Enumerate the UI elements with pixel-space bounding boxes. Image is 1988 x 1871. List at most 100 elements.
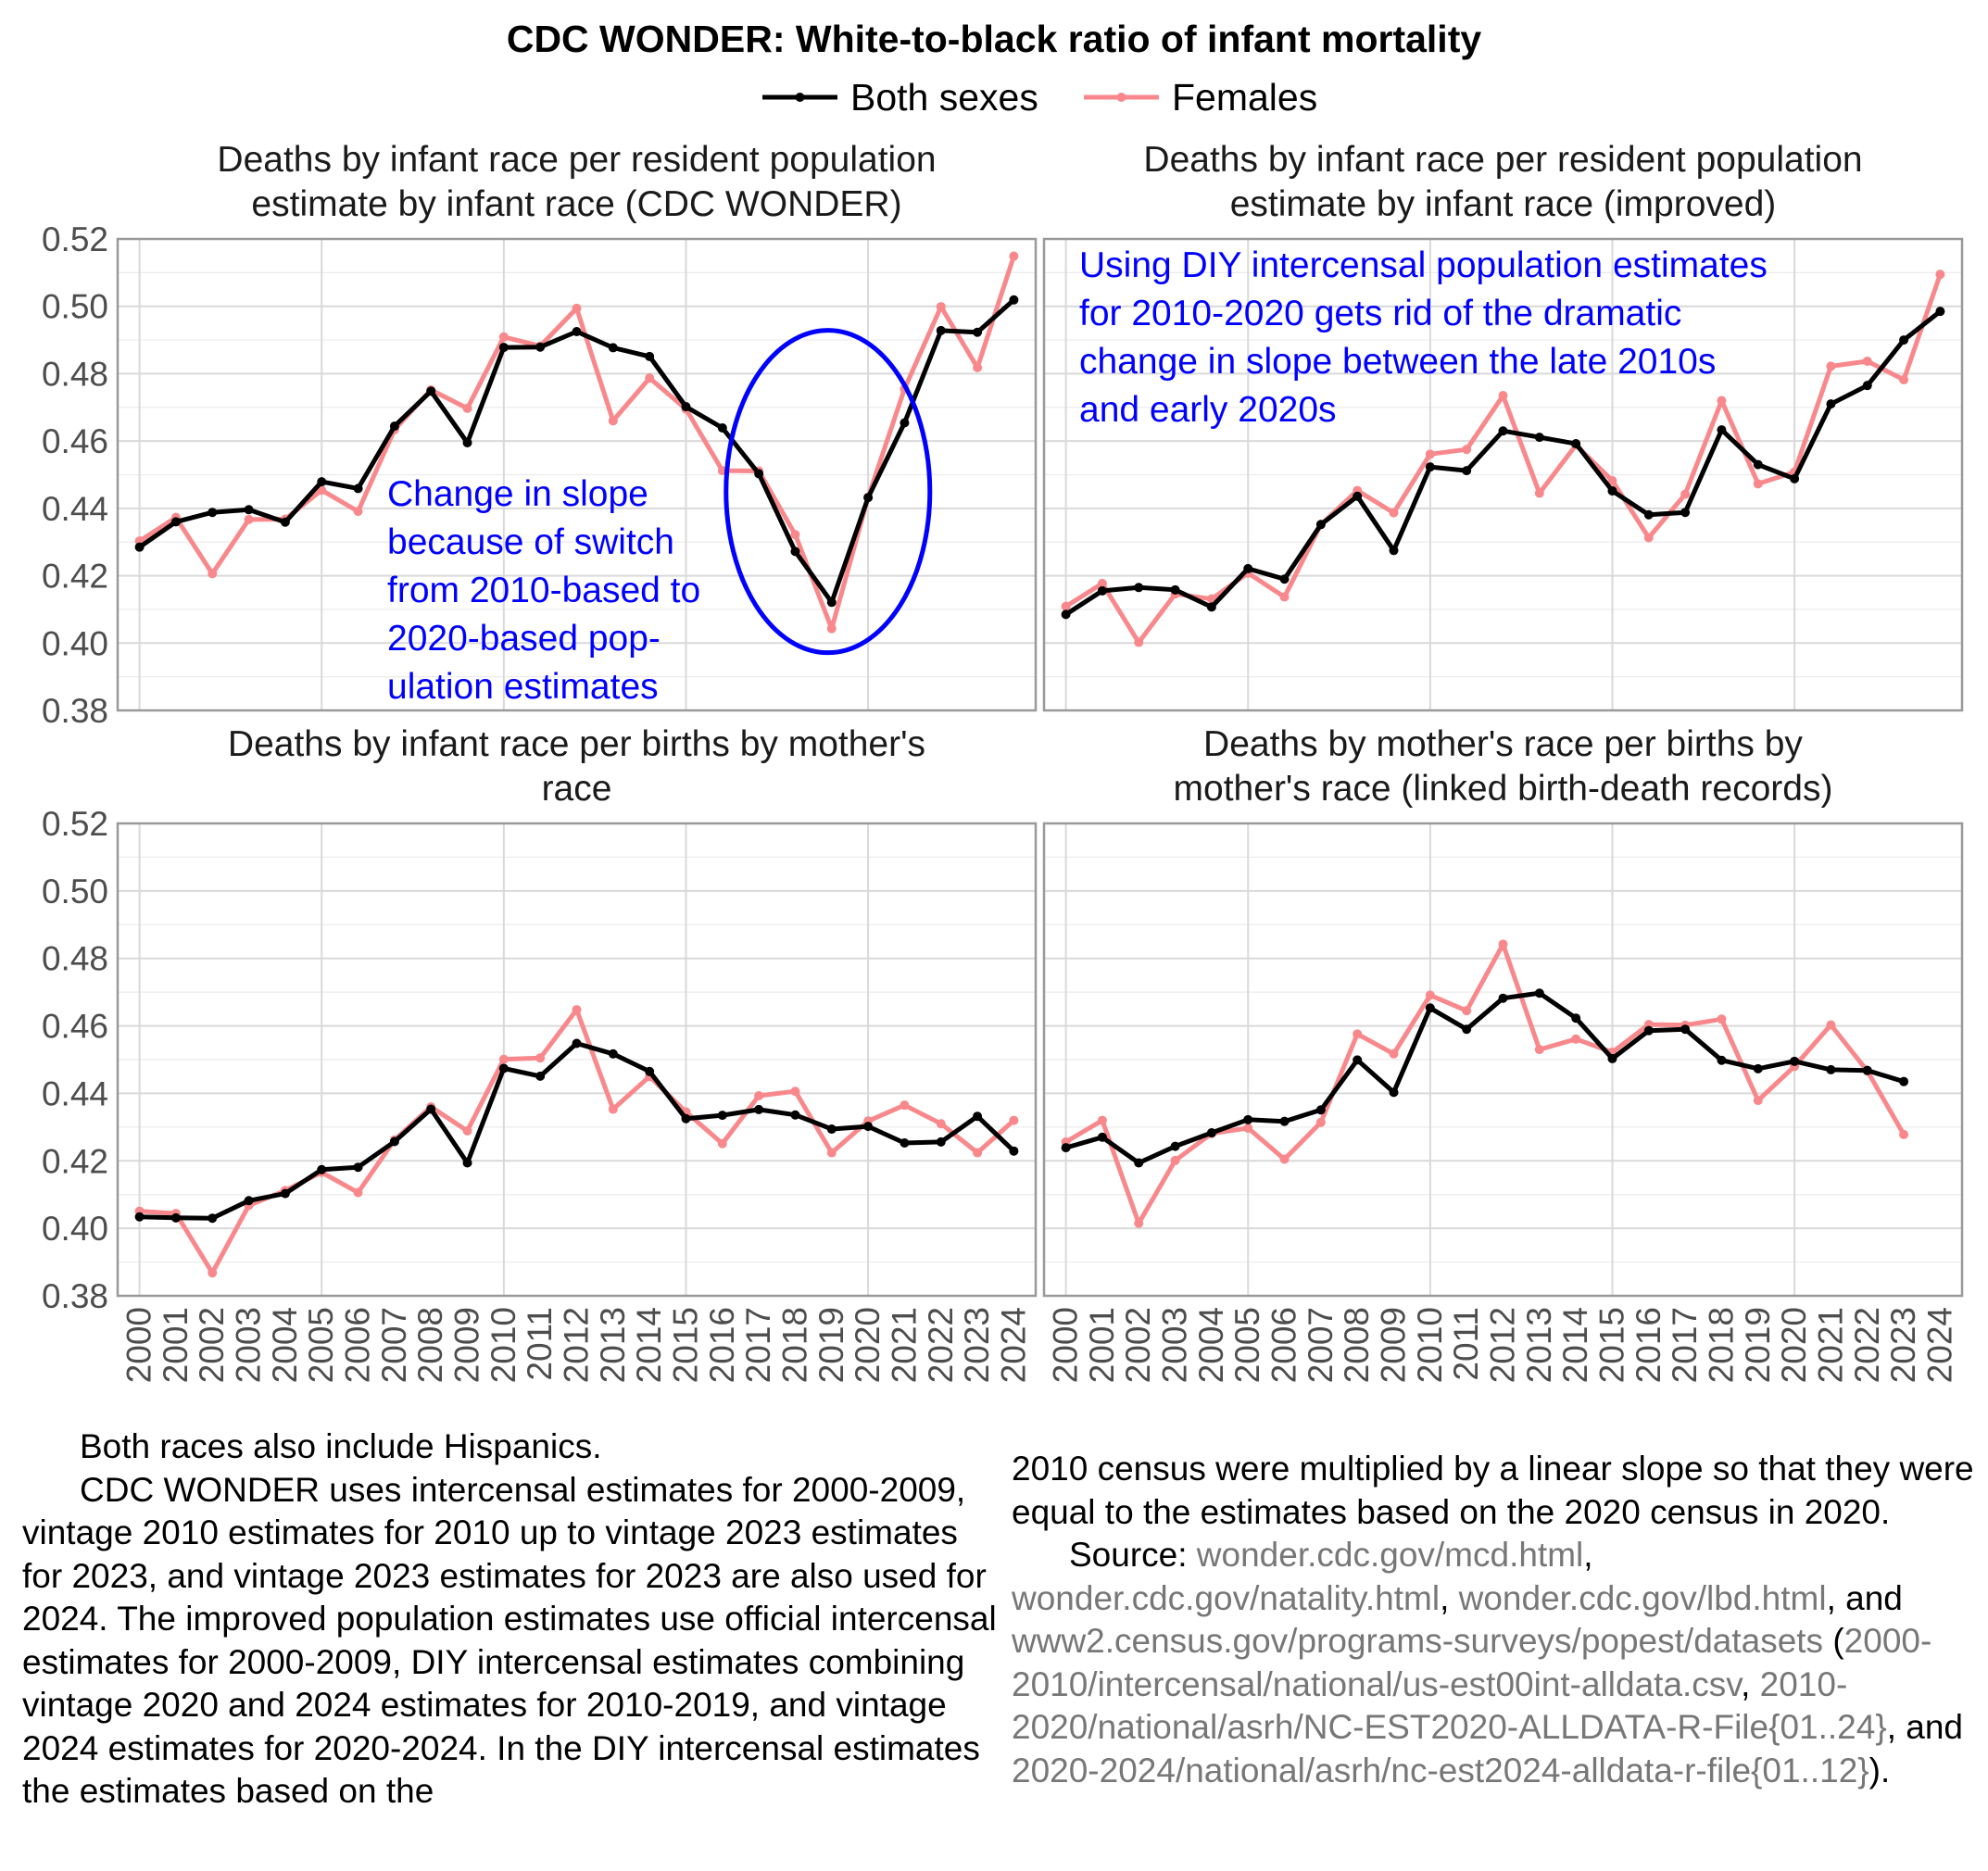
y-tick-label: 0.42 [42,1142,108,1180]
x-tick-label: 2011 [1447,1307,1485,1381]
data-point [645,351,655,361]
y-tick-label: 0.52 [42,220,108,258]
data-point [1534,488,1544,498]
x-tick-label: 2013 [1520,1307,1558,1383]
data-point [1134,1158,1144,1168]
y-tick-label: 0.44 [42,490,108,528]
x-tick-label: 2019 [1739,1307,1777,1383]
data-point [462,1125,472,1136]
data-point [754,1090,764,1100]
data-point [1353,491,1363,501]
data-point [1498,993,1508,1003]
data-point [426,1104,436,1114]
data-point [1680,508,1691,518]
data-point [1826,1064,1836,1074]
annotation-line: for 2010-2020 gets rid of the dramatic [1079,294,1681,333]
x-tick-label: 2002 [193,1307,231,1383]
data-point [608,416,618,426]
data-point [498,343,509,353]
source-separator: , and [1826,1578,1903,1617]
source-separator: ). [1868,1751,1891,1789]
x-tick-label: 2019 [812,1307,850,1383]
notes-left: Both races also include Hispanics. CDC W… [22,1425,1004,1814]
legend: Both sexes Females [762,76,1317,119]
data-point [1790,473,1800,483]
data-point [790,1110,800,1120]
source-link[interactable]: www2.census.gov/programs-surveys/popest/… [1012,1622,1824,1660]
panel-border [116,237,1038,712]
data-point [936,1119,946,1129]
source-label: Source: [1069,1536,1197,1574]
data-point [973,1148,983,1158]
source-link[interactable]: 2010-2020/national/asrh/NC-EST2020-ALLDA… [1012,1664,1887,1747]
data-point [208,1268,218,1278]
data-point [462,403,472,413]
panel-title-line: Deaths by infant race per births by moth… [228,724,925,764]
data-point [681,402,691,412]
data-point [1389,1049,1399,1059]
source-separator: , and [1886,1708,1963,1746]
data-point [826,597,837,608]
data-point [1498,939,1508,949]
data-point [1462,1006,1472,1016]
source-link[interactable]: 2000-2010/intercensal/national/us-est00i… [1012,1622,1932,1703]
data-point [1097,1132,1107,1142]
data-point [1462,1024,1472,1035]
panel-title-line: Deaths by infant race per resident popul… [217,140,936,180]
annotation-line: ulation estimates [387,667,659,707]
data-point [1170,1141,1180,1151]
data-point [1534,988,1544,998]
data-point [1061,601,1071,611]
x-tick-label: 2018 [1702,1307,1740,1383]
data-point [498,1063,509,1074]
x-tick-label: 2017 [739,1307,777,1383]
note-paragraph: Both races also include Hispanics. [80,1427,602,1465]
data-point [1862,381,1872,391]
source-link[interactable]: wonder.cdc.gov/lbd.html [1458,1578,1827,1617]
source-link[interactable]: wonder.cdc.gov/natality.html [1012,1578,1441,1617]
data-point [790,530,800,540]
data-point [572,303,582,313]
data-point [498,332,509,342]
y-tick-label: 0.40 [42,624,108,662]
x-tick-label: 2022 [922,1307,960,1383]
data-point [608,343,618,353]
x-tick-label: 2000 [120,1307,158,1383]
data-point [1935,307,1945,317]
data-point [754,469,764,479]
data-point [681,1113,691,1124]
data-point [1498,426,1508,436]
data-point [1680,489,1691,499]
data-point [863,1122,874,1132]
panel: Deaths by infant race per resident popul… [1042,140,1964,712]
data-point [1935,270,1945,280]
data-point [1826,361,1836,371]
data-point [790,546,800,557]
source-link[interactable]: 2020-2024/national/asrh/nc-est2024-allda… [1012,1751,1869,1789]
source-link[interactable]: wonder.cdc.gov/mcd.html [1196,1536,1584,1574]
data-point [936,325,946,335]
data-point [1717,425,1727,435]
annotation-line: from 2010-based to [387,571,700,610]
x-tick-label: 2008 [411,1307,449,1383]
data-point [1425,990,1435,1000]
data-point [1134,637,1144,647]
data-point [1899,1076,1909,1086]
data-point [717,422,727,433]
data-point [244,514,254,524]
x-tick-label: 2005 [1228,1307,1266,1383]
x-tick-label: 2016 [1629,1307,1667,1383]
panel-title-line: Deaths by infant race per resident popul… [1143,140,1862,180]
x-tick-label: 2007 [375,1307,413,1383]
data-point [1643,1025,1654,1036]
y-tick-label: 0.50 [42,288,108,326]
data-point [1389,508,1399,518]
data-point [645,1066,655,1076]
x-tick-label: 2023 [958,1307,996,1383]
data-point [1899,374,1909,384]
data-point [1753,479,1763,489]
x-tick-label: 2021 [1811,1307,1849,1383]
x-tick-label: 2003 [1156,1307,1194,1383]
data-point [1279,574,1290,584]
x-tick-label: 2010 [1411,1307,1449,1383]
